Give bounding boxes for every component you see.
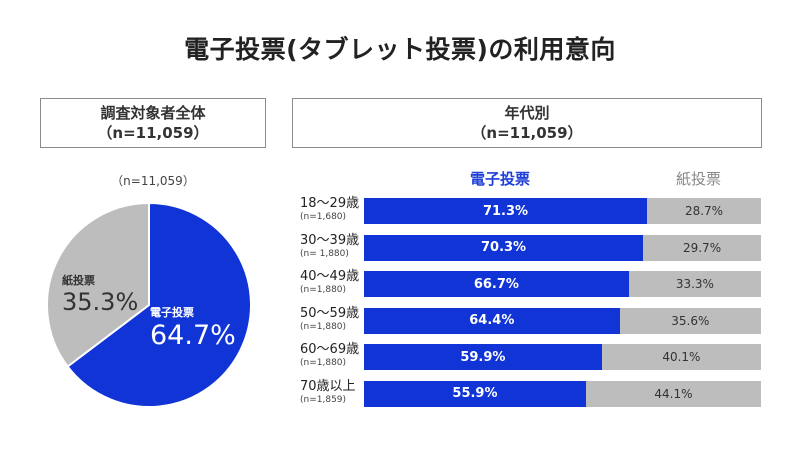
pie-label-electronic: 電子投票 64.7% — [150, 304, 236, 351]
pie-label-paper: 紙投票 35.3% — [62, 272, 138, 316]
bar-row: 70.3% 29.7% — [364, 234, 761, 261]
age-group-n: (n=1,880) — [300, 285, 347, 295]
age-group-n: (n= 1,880) — [300, 248, 349, 259]
bar-row: 59.9% 40.1% — [364, 344, 761, 370]
bar-electronic: 59.9% — [364, 344, 602, 370]
bar-paper-label: 28.7% — [684, 204, 724, 218]
age-group-n: (n=1,880) — [300, 321, 347, 332]
bar-row: 55.9% 44.1% — [364, 380, 761, 407]
bar-row-label: 18～29歳 (n=1,680) — [300, 196, 360, 223]
bar-row: 66.7% 33.3% — [364, 271, 761, 297]
pie-label-electronic-name: 電子投票 — [150, 306, 194, 319]
age-group-label: 30～39歳 — [300, 232, 360, 248]
age-group-label: 50～59歳 — [300, 305, 360, 321]
bar-electronic-label: 55.9% — [452, 386, 498, 401]
bar-paper: 44.1% — [585, 380, 761, 407]
overall-header-label: 調査対象者全体 — [100, 104, 206, 122]
bar-paper: 29.7% — [643, 234, 761, 261]
bar-electronic: 64.4% — [364, 307, 620, 334]
bar-paper: 33.3% — [628, 271, 761, 297]
age-header-box: 年代別 （n=11,059） — [292, 98, 762, 148]
age-group-n: (n=1,680) — [300, 212, 347, 222]
bar-electronic: 55.9% — [364, 380, 586, 407]
bar-electronic-label: 71.3% — [482, 203, 529, 219]
age-group-n: (n=1,880) — [300, 358, 347, 368]
bar-row-label: 30～39歳 (n= 1,880) — [300, 233, 360, 260]
bar-row-label: 70歳以上 (n=1,859) — [300, 379, 360, 406]
bar-row-label: 60～69歳 (n=1,880) — [300, 342, 360, 369]
bar-row-label: 50～59歳 (n=1,880) — [300, 306, 360, 333]
bar-row: 64.4% 35.6% — [364, 307, 761, 334]
bar-row: 71.3% 28.7% — [364, 198, 761, 224]
overall-header-box: 調査対象者全体 （n=11,059） — [40, 98, 266, 148]
bar-electronic-label: 66.7% — [473, 276, 519, 292]
legend-electronic: 電子投票 — [470, 170, 531, 188]
pie-slice-paper — [46, 201, 150, 368]
age-group-label: 40～49歳 — [300, 269, 360, 284]
pie-label-paper-value: 35.3% — [62, 288, 139, 316]
bar-paper-label: 33.3% — [675, 277, 714, 291]
bar-electronic-label: 59.9% — [460, 349, 506, 365]
bar-paper-label: 44.1% — [654, 386, 693, 401]
pie-sample-size: （n=11,059） — [111, 174, 195, 188]
bar-row-label: 40～49歳 (n=1,880) — [300, 269, 360, 296]
age-group-label: 18～29歳 — [300, 196, 360, 211]
legend-paper: 紙投票 — [676, 170, 722, 188]
overall-header-n: （n=11,059） — [97, 124, 209, 142]
age-header-n: （n=11,059） — [471, 124, 583, 142]
age-header-label: 年代別 — [504, 104, 550, 122]
page-title: 電子投票(タブレット投票)の利用意向 — [184, 35, 616, 64]
bar-paper: 40.1% — [601, 344, 761, 370]
bar-paper: 28.7% — [647, 198, 761, 224]
age-group-n: (n=1,859) — [300, 394, 347, 405]
bar-electronic: 66.7% — [364, 271, 629, 297]
age-group-label: 70歳以上 — [300, 378, 356, 394]
bar-paper-label: 35.6% — [671, 313, 710, 328]
bar-electronic: 71.3% — [364, 198, 648, 224]
pie-slice-electronic — [66, 201, 252, 408]
bar-electronic-label: 64.4% — [469, 313, 515, 328]
pie-chart — [46, 201, 252, 408]
pie-label-paper-name: 紙投票 — [62, 274, 95, 287]
bar-paper: 35.6% — [619, 307, 761, 334]
bar-paper-label: 29.7% — [682, 240, 722, 255]
bar-electronic: 70.3% — [364, 234, 644, 261]
age-group-label: 60～69歳 — [300, 342, 360, 357]
pie-label-electronic-value: 64.7% — [150, 320, 236, 351]
bar-paper-label: 40.1% — [662, 350, 701, 364]
bar-electronic-label: 70.3% — [480, 240, 527, 255]
